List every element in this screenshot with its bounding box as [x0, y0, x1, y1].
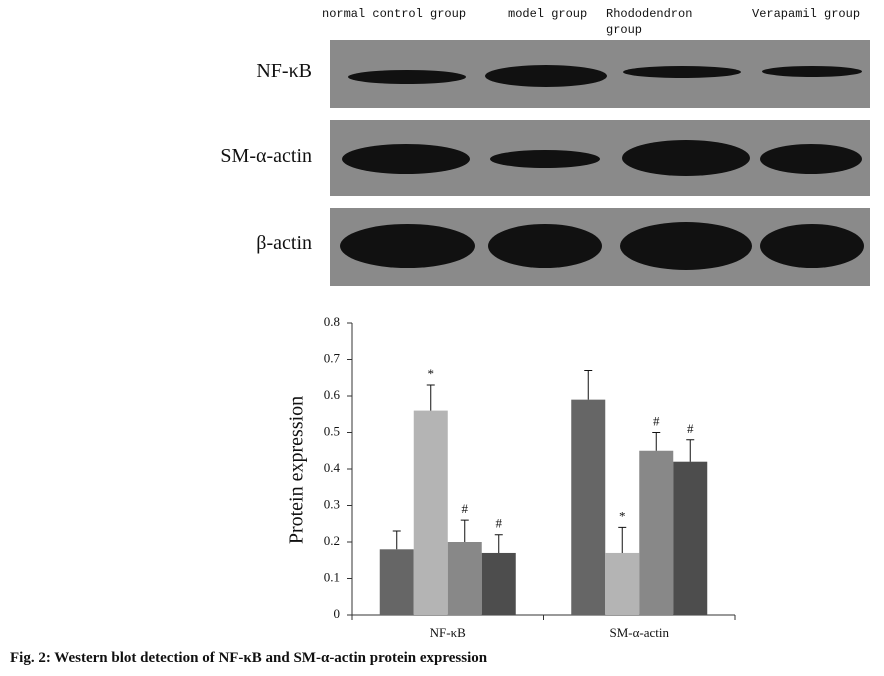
error-bar	[392, 530, 401, 550]
x-tick-label: NF-κB	[430, 625, 466, 640]
significance-mark: #	[653, 413, 660, 428]
error-bar	[686, 439, 695, 462]
bar	[447, 542, 482, 615]
y-tick-label: 0.8	[324, 314, 340, 329]
band	[623, 66, 741, 78]
band	[620, 222, 752, 270]
significance-mark: *	[619, 508, 626, 523]
band	[760, 224, 864, 268]
bar	[673, 461, 708, 615]
significance-mark: #	[687, 421, 694, 436]
blot-row-label: NF-κB	[256, 60, 312, 82]
error-bar	[460, 519, 469, 542]
error-bar	[618, 526, 627, 553]
significance-mark: *	[428, 366, 435, 381]
blot-strip	[330, 120, 870, 196]
blot-strip	[330, 208, 870, 286]
bar	[605, 552, 640, 615]
bar	[379, 549, 414, 615]
error-bar	[584, 369, 593, 400]
y-tick-label: 0.6	[324, 387, 341, 402]
caption: Fig. 2: Western blot detection of NF-κB …	[10, 650, 488, 666]
bar	[571, 399, 606, 615]
x-tick-label: SM-α-actin	[609, 625, 669, 640]
blot-strip	[330, 40, 870, 108]
band	[348, 70, 466, 84]
band	[762, 66, 862, 77]
blot-row-label: SM-α-actin	[220, 145, 312, 167]
significance-mark: #	[496, 516, 503, 531]
blot-column-label: Verapamil group	[752, 7, 861, 21]
significance-mark: #	[462, 501, 469, 516]
blot-column-label: model group	[508, 7, 588, 21]
band	[490, 150, 600, 168]
error-bar	[494, 534, 503, 553]
band	[340, 224, 475, 268]
blot-column-label: normal control group	[322, 7, 467, 21]
y-tick-label: 0	[334, 606, 341, 621]
band	[488, 224, 602, 268]
bar	[639, 450, 674, 615]
bar	[481, 552, 516, 615]
bar	[413, 410, 448, 615]
error-bar	[652, 432, 661, 451]
y-axis-label: Protein expression	[286, 396, 308, 544]
y-tick-label: 0.3	[324, 496, 340, 511]
band	[342, 144, 470, 174]
band	[485, 65, 607, 87]
error-bar	[426, 384, 435, 411]
y-tick-label: 0.1	[324, 569, 340, 584]
blot-row-label: β-actin	[256, 232, 312, 254]
y-tick-label: 0.2	[324, 533, 340, 548]
band	[760, 144, 862, 174]
blot-column-label: Rhododendron group	[606, 7, 693, 37]
y-tick-label: 0.4	[324, 460, 341, 475]
y-tick-label: 0.5	[324, 423, 340, 438]
y-tick-label: 0.7	[324, 350, 341, 365]
band	[622, 140, 750, 176]
